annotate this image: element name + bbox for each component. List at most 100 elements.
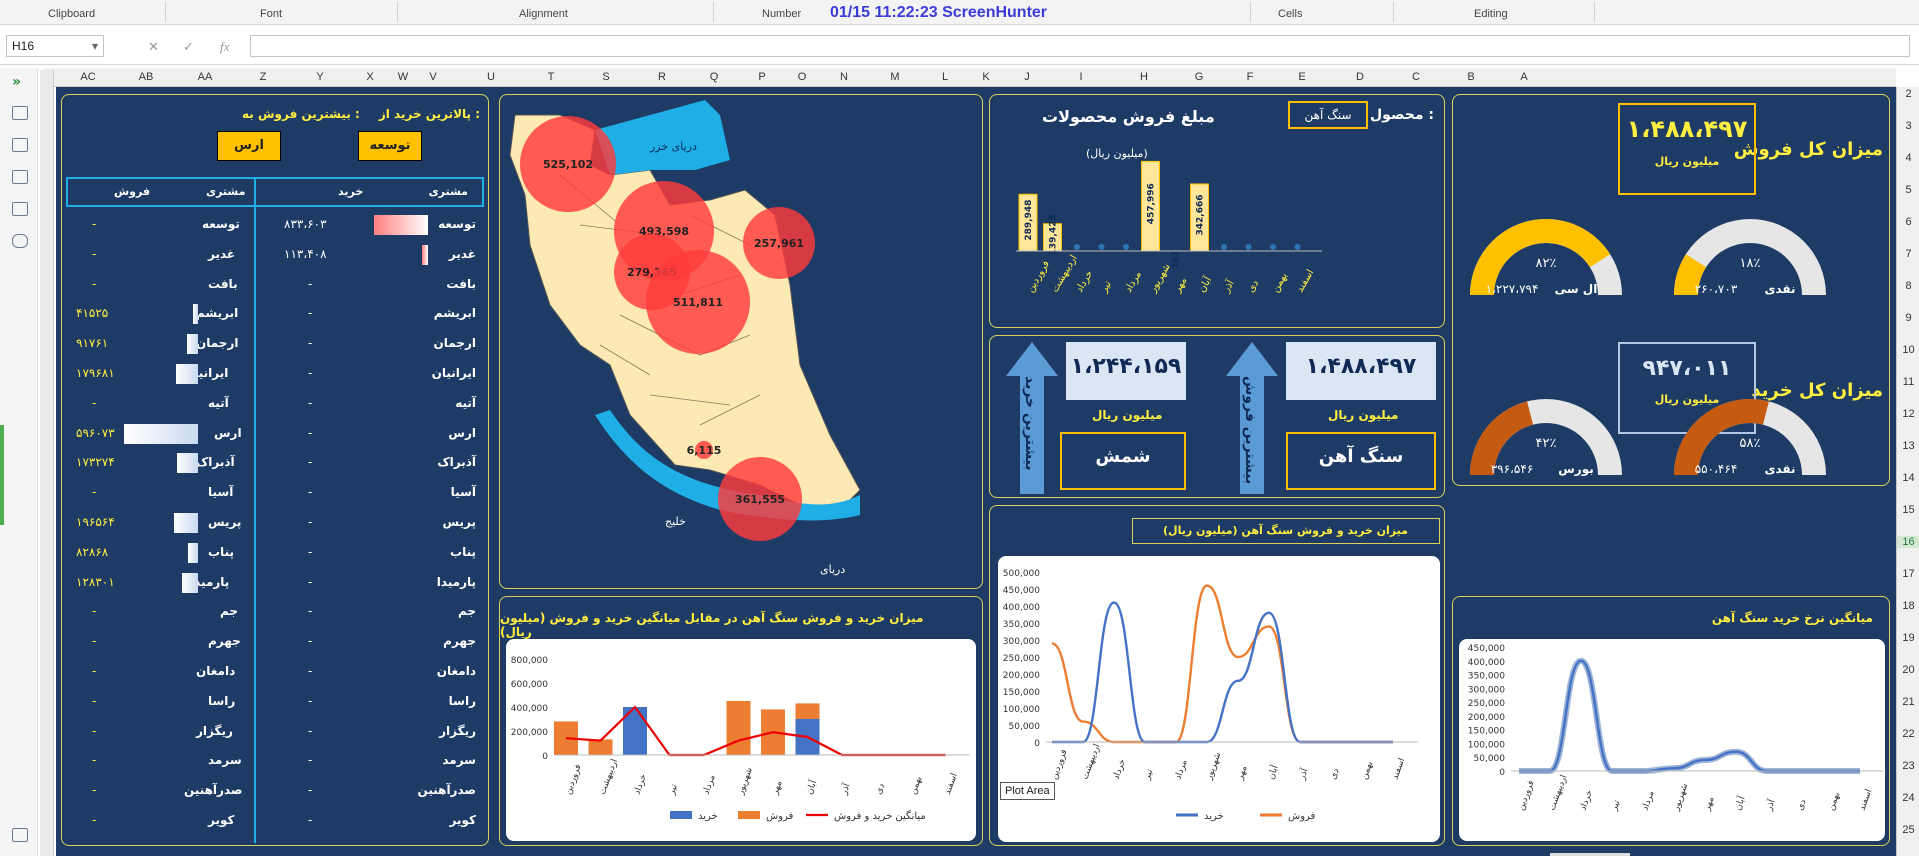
combo-chart-area: 800,000 600,000 400,000 200,000 0 فروردین اردی… [506, 639, 976, 841]
map-bubble[interactable] [646, 250, 750, 354]
column-header[interactable]: Q [709, 71, 719, 83]
column-header[interactable]: AA [197, 71, 213, 83]
column-header[interactable]: R [658, 71, 666, 83]
column-header[interactable]: AB [138, 71, 154, 83]
table-cell-customer: کویر [449, 813, 476, 827]
column-header[interactable]: A [1520, 71, 1528, 83]
product-month-label: بهمن [1270, 271, 1290, 295]
row-header[interactable]: 18 [1902, 600, 1915, 612]
map-label-caspian: دریای خزر [650, 140, 697, 153]
row-header[interactable]: 20 [1902, 664, 1915, 676]
row-header[interactable]: 3 [1905, 120, 1912, 132]
ribbon-group-alignment[interactable]: Alignment [519, 8, 568, 20]
column-header[interactable]: O [797, 71, 807, 83]
expand-icon[interactable]: » [12, 74, 22, 90]
column-header[interactable]: Y [316, 71, 324, 83]
row-header[interactable]: 8 [1905, 280, 1912, 292]
column-header[interactable]: J [1024, 71, 1030, 83]
vertical-scrollbar[interactable] [40, 70, 54, 856]
map-bubble[interactable] [695, 441, 713, 459]
horizontal-scroll-thumb[interactable] [1550, 853, 1630, 856]
row-header[interactable]: 15 [1902, 504, 1915, 516]
column-header[interactable]: E [1298, 71, 1306, 83]
map-bubble[interactable] [743, 207, 815, 279]
grid-icon[interactable] [12, 202, 28, 216]
column-header[interactable]: P [758, 71, 766, 83]
product-select[interactable]: سنگ آهن [1288, 101, 1368, 129]
chevron-down-icon[interactable]: ▾ [91, 39, 98, 53]
row-header[interactable]: 4 [1905, 152, 1912, 164]
row-header[interactable]: 25 [1902, 824, 1915, 836]
column-header[interactable]: H [1140, 71, 1148, 83]
row-header[interactable]: 17 [1902, 568, 1915, 580]
row-header[interactable]: 11 [1902, 376, 1915, 388]
combo-xtick: مهر [770, 779, 785, 797]
enter-icon[interactable]: ✓ [183, 39, 194, 54]
column-header[interactable]: V [429, 71, 437, 83]
ribbon-group-font[interactable]: Font [260, 8, 283, 20]
column-header[interactable]: G [1194, 71, 1204, 83]
sale-databar [176, 453, 198, 474]
combo-xtick: مرداد [701, 773, 717, 796]
line-xtick: اردیبهشت [1080, 743, 1102, 781]
row-header[interactable]: 9 [1905, 312, 1912, 324]
row-header[interactable]: 7 [1905, 248, 1912, 260]
row-header[interactable]: 21 [1902, 696, 1915, 708]
map-bubble[interactable] [718, 457, 802, 541]
print-icon[interactable] [12, 170, 28, 184]
column-header[interactable]: D [1356, 71, 1364, 83]
row-header[interactable]: 22 [1902, 728, 1915, 740]
row-header[interactable]: 5 [1905, 184, 1912, 196]
ribbon-group-number[interactable]: Number [762, 8, 802, 20]
column-header[interactable]: T [547, 71, 555, 83]
column-header[interactable]: U [487, 71, 495, 83]
table-cell-customer: پریس [208, 515, 242, 529]
row-header[interactable]: 19 [1902, 632, 1915, 644]
row-header[interactable]: 10 [1902, 344, 1915, 356]
column-header[interactable]: S [602, 71, 610, 83]
column-header[interactable]: L [941, 71, 949, 83]
column-header[interactable]: K [982, 71, 990, 83]
cancel-icon[interactable]: ✕ [148, 39, 159, 54]
column-header[interactable]: I [1079, 71, 1083, 83]
external-link-icon[interactable] [12, 828, 28, 842]
name-box[interactable]: H16 ▾ [6, 35, 104, 57]
column-header[interactable]: C [1412, 71, 1420, 83]
column-header[interactable]: B [1467, 71, 1475, 83]
ribbon-group-editing[interactable]: Editing [1474, 8, 1508, 20]
row-header[interactable]: 12 [1902, 408, 1915, 420]
line-chart-title-box: میزان خرید و فروش سنگ آهن (میلیون ریال) [1132, 518, 1440, 544]
map-bubble[interactable] [520, 116, 616, 212]
column-header[interactable]: X [366, 71, 374, 83]
column-header[interactable]: F [1246, 71, 1254, 83]
products-panel: محصول : سنگ آهن مبلغ فروش محصولات (میلیو… [989, 94, 1445, 328]
function-icon[interactable]: fx [220, 39, 230, 54]
row-header[interactable]: 13 [1902, 440, 1915, 452]
table-cell-buy: - [308, 664, 313, 678]
window-icon[interactable] [12, 106, 28, 120]
total-sales-label: میزان کل فروش [1733, 139, 1883, 160]
table-cell-customer: توسعه [438, 217, 476, 231]
binoculars-icon[interactable] [12, 234, 28, 248]
avg-xtick: اردیبهشت [1547, 774, 1569, 812]
row-header[interactable]: 23 [1902, 760, 1915, 772]
row-header[interactable]: 16 [1897, 536, 1919, 548]
column-header[interactable]: N [840, 71, 848, 83]
column-header[interactable]: AC [80, 71, 96, 83]
ribbon-group-clipboard[interactable]: Clipboard [48, 8, 96, 20]
map-bubble-label: 257,961 [753, 237, 805, 250]
row-header[interactable]: 6 [1905, 216, 1912, 228]
dashboard: میزان کل فروش ۱،۴۸۸،۴۹۷ میلیون ریال میزا… [56, 87, 1896, 856]
list-icon[interactable] [12, 138, 28, 152]
row-header[interactable]: 24 [1902, 792, 1915, 804]
column-header[interactable]: Z [259, 71, 267, 83]
formula-input[interactable] [250, 35, 1910, 57]
row-header[interactable]: 14 [1902, 472, 1915, 484]
avg-ytick: 100,000 [1468, 740, 1505, 750]
avg-xtick: فروردین [1516, 779, 1536, 812]
column-header[interactable]: W [397, 71, 409, 83]
column-header[interactable]: M [890, 71, 900, 83]
ribbon-group-cells[interactable]: Cells [1278, 8, 1303, 20]
table-cell-buy: - [308, 813, 313, 827]
row-header[interactable]: 2 [1905, 88, 1912, 100]
